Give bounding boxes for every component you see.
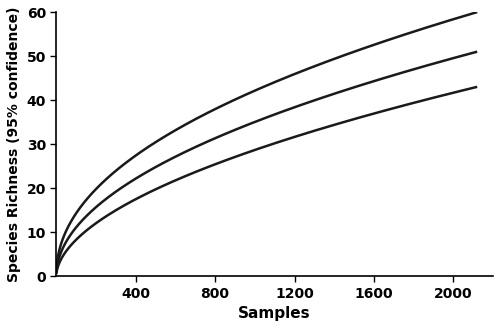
X-axis label: Samples: Samples [238, 306, 311, 321]
Y-axis label: Species Richness (95% confidence): Species Richness (95% confidence) [7, 7, 21, 282]
